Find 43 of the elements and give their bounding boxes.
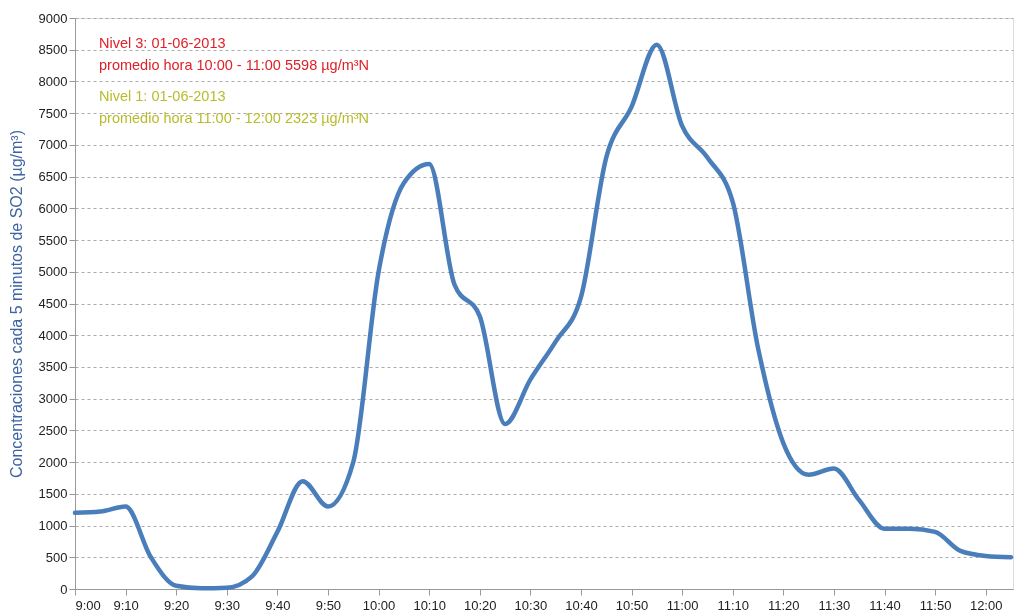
x-tick-label: 9:00 — [75, 597, 101, 613]
annotation: promedio hora 11:00 - 12:00 2323 µg/m³N — [99, 109, 370, 126]
y-tick-label: 5000 — [38, 264, 68, 280]
x-tick-label: 10:50 — [615, 597, 649, 613]
x-tick-label: 11:40 — [869, 597, 901, 613]
x-tick-label: 9:50 — [315, 597, 342, 613]
x-tick-label: 9:10 — [113, 597, 139, 613]
y-tick-label: 5500 — [38, 232, 68, 248]
x-tick-label: 9:40 — [265, 597, 291, 613]
annotation: Nivel 1: 01-06-2013 — [99, 88, 226, 104]
x-tick-label: 10:30 — [514, 597, 548, 613]
x-tick-label: 9:20 — [164, 597, 190, 613]
y-tick-label: 2000 — [38, 454, 68, 470]
y-tick-label: 7000 — [38, 137, 68, 153]
x-tick-label: 12:00 — [969, 597, 1003, 613]
y-tick-label: 3500 — [38, 359, 68, 375]
x-tick-label: 11:30 — [818, 597, 851, 613]
annotation: promedio hora 10:00 - 11:00 5598 µg/m³N — [99, 56, 370, 73]
y-tick-label: 4500 — [38, 296, 68, 311]
y-tick-label: 4000 — [38, 327, 68, 343]
x-tick-label: 11:20 — [768, 597, 800, 613]
x-tick-label: 10:40 — [565, 597, 598, 613]
y-tick-label: 2500 — [38, 422, 68, 438]
y-tick-label: 8000 — [38, 73, 68, 89]
y-tick-label: 1000 — [38, 518, 68, 534]
y-tick-label: 500 — [45, 549, 68, 565]
y-tick-label: 6500 — [38, 169, 68, 185]
y-tick-label: 8500 — [38, 42, 68, 58]
x-tick-label: 11:00 — [666, 597, 699, 613]
y-tick-label: 6000 — [38, 200, 68, 216]
x-tick-label: 11:10 — [717, 597, 750, 613]
y-tick-label: 7500 — [38, 105, 68, 121]
annotation: Nivel 3: 01-06-2013 — [99, 35, 226, 51]
y-axis-title: Concentraciones cada 5 minutos de SO2 (µg/m³) — [7, 129, 25, 479]
x-tick-label: 10:00 — [362, 597, 396, 613]
y-tick-label: 3000 — [38, 391, 68, 407]
y-tick-label: 0 — [60, 581, 68, 597]
x-tick-label: 10:20 — [463, 597, 497, 613]
y-tick-label: 9000 — [38, 10, 68, 26]
x-tick-label: 10:10 — [413, 597, 446, 613]
x-tick-label: 9:30 — [214, 597, 240, 613]
x-tick-label: 11:50 — [919, 597, 952, 613]
y-tick-label: 1500 — [38, 486, 68, 502]
